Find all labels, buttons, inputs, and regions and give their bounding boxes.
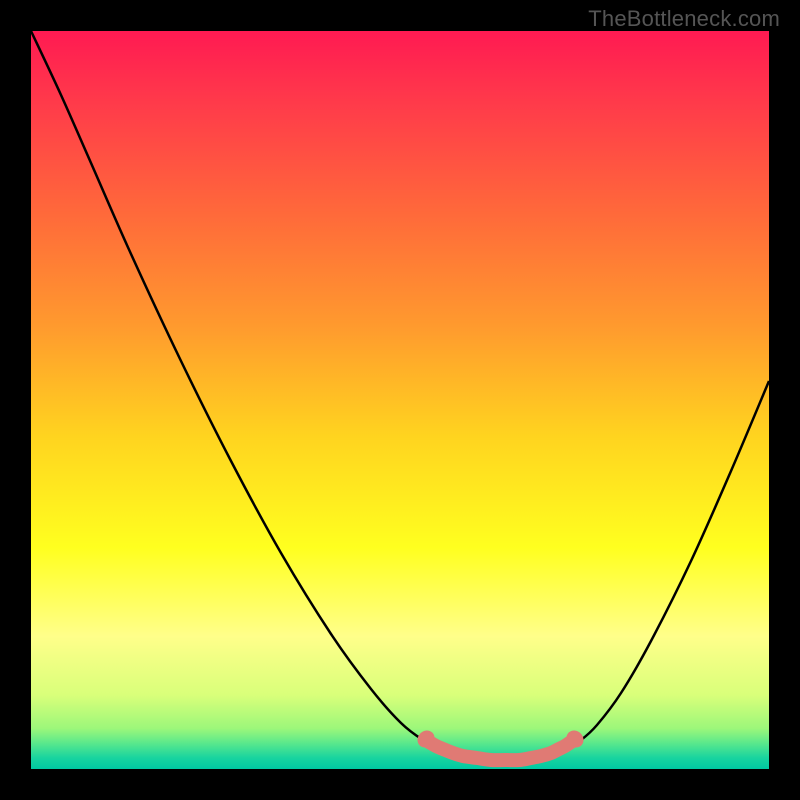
plot-area xyxy=(31,31,769,769)
optimum-marker-band xyxy=(429,742,571,760)
chart-frame: TheBottleneck.com xyxy=(0,0,800,800)
watermark-text: TheBottleneck.com xyxy=(588,6,780,32)
curve-overlay xyxy=(31,31,769,769)
bottleneck-curve xyxy=(31,31,769,760)
